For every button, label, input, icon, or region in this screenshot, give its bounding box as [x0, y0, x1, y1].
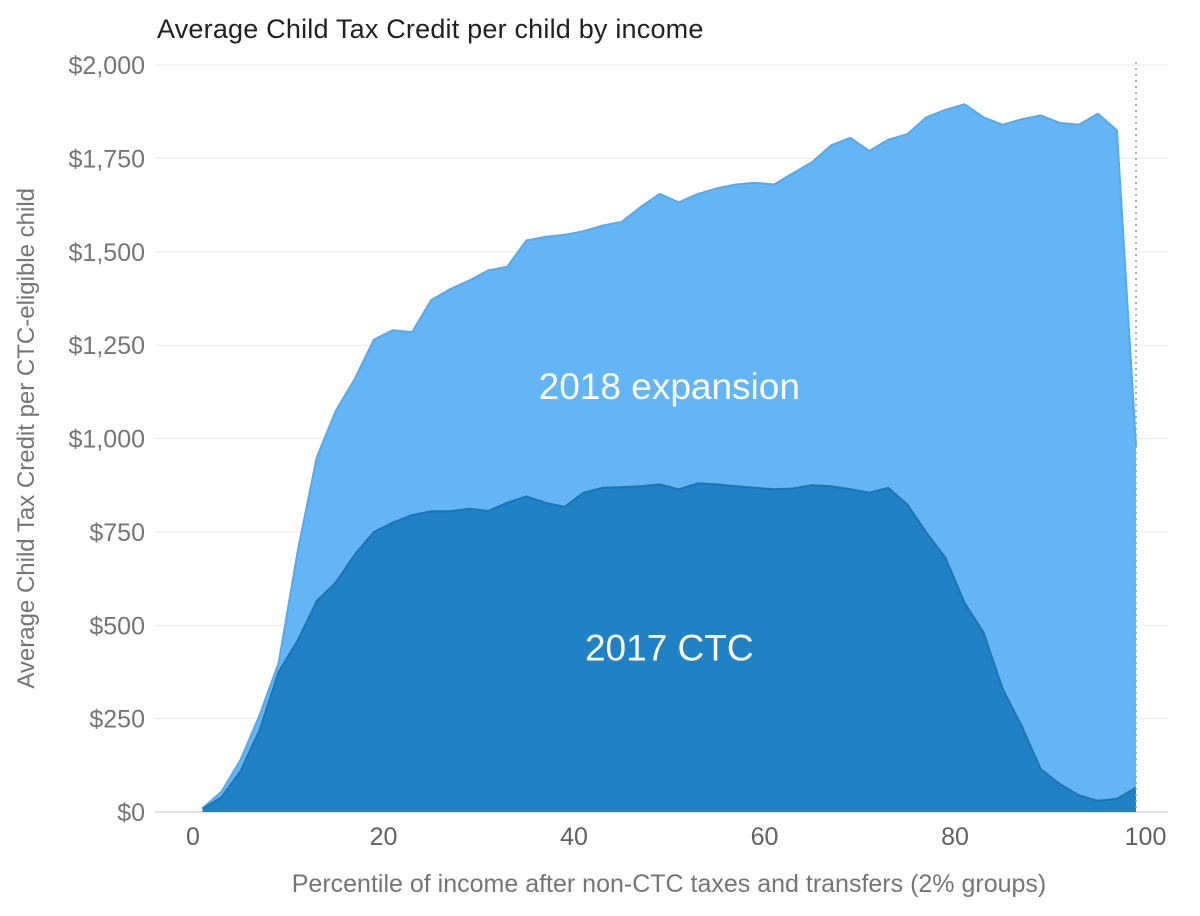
edge-2018-expansion: [201, 103, 1137, 810]
x-tick-label-80: 80: [941, 823, 969, 851]
x-tick-label-40: 40: [560, 823, 588, 851]
x-axis-title: Percentile of income after non-CTC taxes…: [291, 870, 1047, 898]
y-tick-label-1000: $1,000: [69, 426, 145, 454]
area-2017-ctc: [202, 483, 1136, 812]
x-tick-label-60: 60: [751, 823, 779, 851]
series-label-2017-ctc: 2017 CTC: [585, 628, 754, 669]
y-axis-title-wrap: Average Child Tax Credit per CTC-eligibl…: [12, 65, 42, 812]
x-tick-label-0: 0: [186, 823, 200, 851]
y-tick-label-500: $500: [89, 612, 145, 640]
y-tick-label-250: $250: [89, 706, 145, 734]
y-axis-title: Average Child Tax Credit per CTC-eligibl…: [13, 188, 40, 689]
x-tick-label-100: 100: [1125, 823, 1167, 851]
y-tick-label-1500: $1,500: [69, 239, 145, 267]
chart-title: Average Child Tax Credit per child by in…: [157, 14, 704, 44]
series-label-2018-expansion: 2018 expansion: [539, 366, 800, 407]
edge-2017-ctc: [201, 482, 1137, 810]
y-tick-label-0: $0: [117, 799, 145, 827]
y-tick-label-2000: $2,000: [69, 52, 145, 80]
y-tick-label-750: $750: [89, 519, 145, 547]
y-tick-label-1750: $1,750: [69, 145, 145, 173]
x-tick-label-20: 20: [370, 823, 398, 851]
y-tick-label-1250: $1,250: [69, 332, 145, 360]
